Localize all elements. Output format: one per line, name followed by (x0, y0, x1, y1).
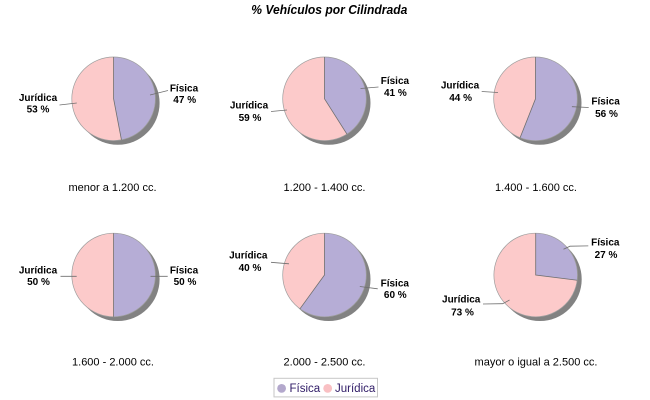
svg-text:73 %: 73 % (451, 307, 474, 318)
svg-text:2.000 - 2.500 cc.: 2.000 - 2.500 cc. (284, 356, 366, 368)
svg-text:Física: Física (381, 279, 410, 290)
svg-text:Física: Física (591, 97, 620, 108)
svg-text:47 %: 47 % (173, 95, 196, 106)
svg-text:50 %: 50 % (174, 277, 197, 288)
svg-text:Física: Física (170, 84, 199, 95)
svg-text:menor a 1.200 cc.: menor a 1.200 cc. (68, 182, 156, 194)
svg-text:Física: Física (591, 238, 620, 249)
svg-text:% Vehículos por Cilindrada: % Vehículos por Cilindrada (251, 2, 407, 17)
svg-text:Física: Física (170, 266, 199, 277)
svg-text:53 %: 53 % (27, 105, 50, 116)
svg-text:1.400 - 1.600 cc.: 1.400 - 1.600 cc. (495, 182, 577, 194)
svg-text:60 %: 60 % (384, 290, 407, 301)
svg-text:mayor o igual a 2.500 cc.: mayor o igual a 2.500 cc. (475, 356, 598, 368)
svg-text:27 %: 27 % (595, 250, 618, 261)
svg-text:56 %: 56 % (595, 109, 618, 120)
svg-text:59 %: 59 % (239, 113, 262, 124)
svg-text:Física: Física (290, 383, 321, 395)
svg-text:1.200 - 1.400 cc.: 1.200 - 1.400 cc. (284, 182, 366, 194)
svg-text:41 %: 41 % (384, 88, 407, 99)
svg-text:50 %: 50 % (27, 277, 50, 288)
svg-text:Jurídica: Jurídica (19, 266, 58, 277)
svg-text:Jurídica: Jurídica (229, 251, 268, 262)
svg-text:Jurídica: Jurídica (335, 383, 376, 395)
svg-text:40 %: 40 % (239, 263, 262, 274)
svg-text:Jurídica: Jurídica (442, 295, 481, 306)
svg-text:1.600 - 2.000 cc.: 1.600 - 2.000 cc. (72, 356, 154, 368)
svg-text:Física: Física (381, 76, 410, 87)
svg-text:Jurídica: Jurídica (230, 101, 269, 112)
svg-text:Jurídica: Jurídica (441, 81, 480, 92)
svg-text:44 %: 44 % (449, 93, 472, 104)
svg-text:Jurídica: Jurídica (19, 93, 58, 104)
